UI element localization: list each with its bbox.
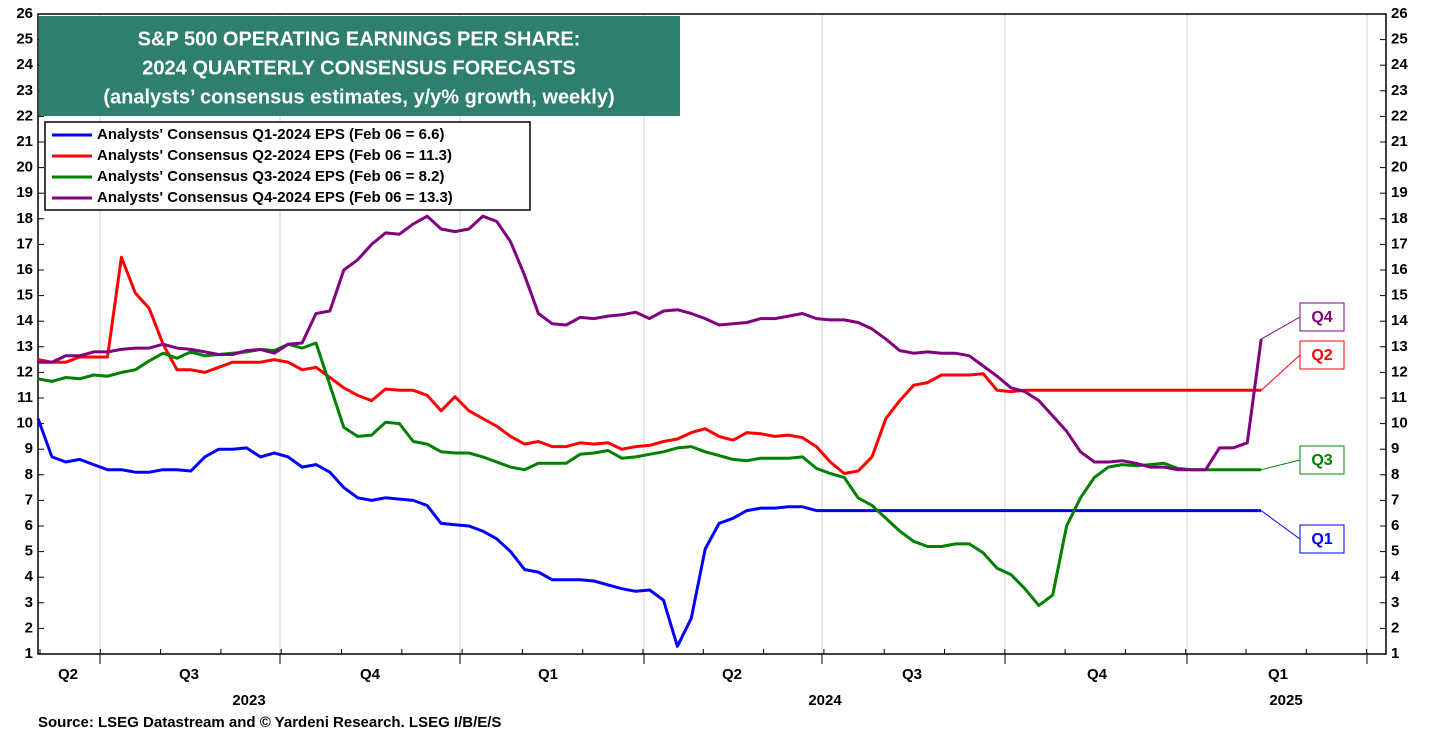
end-label-box xyxy=(1299,302,1345,332)
y2-tick-label: 16 xyxy=(1391,261,1408,278)
y-tick-label: 20 xyxy=(16,159,33,176)
y2-tick-label: 24 xyxy=(1391,56,1408,73)
y-tick-label: 4 xyxy=(25,568,34,585)
y-tick-label: 2 xyxy=(25,619,33,636)
y2-tick-label: 9 xyxy=(1391,440,1399,457)
y-tick-label: 7 xyxy=(25,491,33,508)
y2-tick-label: 1 xyxy=(1391,645,1399,662)
chart-title: 2024 QUARTERLY CONSENSUS FORECASTS xyxy=(142,57,575,79)
end-label-connector xyxy=(1260,510,1301,540)
end-label: Q4 xyxy=(1311,309,1332,326)
y2-tick-label: 11 xyxy=(1391,389,1407,406)
y2-tick-label: 3 xyxy=(1391,594,1399,611)
y-tick-label: 16 xyxy=(16,261,33,278)
y2-tick-label: 17 xyxy=(1391,235,1408,252)
year-label: 2025 xyxy=(1269,692,1302,709)
y2-tick-label: 13 xyxy=(1391,338,1408,355)
chart-title: S&P 500 OPERATING EARNINGS PER SHARE: xyxy=(138,28,581,50)
y-tick-label: 25 xyxy=(16,31,33,48)
end-label-box xyxy=(1299,524,1345,554)
x-tick-label: Q1 xyxy=(1268,666,1288,683)
y-tick-label: 26 xyxy=(16,5,33,22)
y-tick-label: 21 xyxy=(16,133,33,150)
y2-tick-label: 8 xyxy=(1391,466,1399,483)
y-tick-label: 24 xyxy=(16,56,33,73)
legend-label: Analysts' Consensus Q3-2024 EPS (Feb 06 … xyxy=(97,168,444,185)
y2-tick-label: 14 xyxy=(1391,312,1408,329)
y2-tick-label: 20 xyxy=(1391,159,1408,176)
legend-box xyxy=(44,121,531,211)
end-label-connector xyxy=(1261,459,1301,471)
y2-tick-label: 15 xyxy=(1391,287,1408,304)
y2-tick-label: 22 xyxy=(1391,107,1408,124)
x-tick-label: Q1 xyxy=(538,666,558,683)
y2-tick-label: 26 xyxy=(1391,5,1408,22)
end-label-connector xyxy=(1260,354,1301,391)
y-tick-label: 11 xyxy=(17,389,33,406)
y-tick-label: 3 xyxy=(25,594,33,611)
y2-tick-label: 12 xyxy=(1391,363,1408,380)
y-tick-label: 5 xyxy=(25,543,33,560)
end-label: Q2 xyxy=(1311,347,1332,364)
x-tick-label: Q2 xyxy=(58,666,78,683)
year-label: 2023 xyxy=(232,692,265,709)
plot-frame xyxy=(37,13,1387,655)
end-label: Q1 xyxy=(1311,531,1332,548)
end-label: Q3 xyxy=(1311,452,1332,469)
y-tick-label: 8 xyxy=(25,466,33,483)
y2-tick-label: 6 xyxy=(1391,517,1399,534)
series-line xyxy=(37,255,1262,475)
legend-label: Analysts' Consensus Q4-2024 EPS (Feb 06 … xyxy=(97,189,453,206)
y-tick-label: 1 xyxy=(25,645,33,662)
y-tick-label: 14 xyxy=(16,312,33,329)
y2-tick-label: 5 xyxy=(1391,543,1399,560)
y-tick-label: 18 xyxy=(16,210,33,227)
year-label: 2024 xyxy=(808,692,842,709)
series-line xyxy=(36,417,1262,648)
y2-tick-label: 4 xyxy=(1391,568,1400,585)
y-tick-label: 15 xyxy=(16,287,33,304)
y-tick-label: 19 xyxy=(16,184,33,201)
source-note: Source: LSEG Datastream and © Yardeni Re… xyxy=(38,714,501,731)
legend-label: Analysts' Consensus Q1-2024 EPS (Feb 06 … xyxy=(97,126,444,143)
y2-tick-label: 25 xyxy=(1391,31,1408,48)
x-tick-label: Q3 xyxy=(902,666,922,683)
y-tick-label: 12 xyxy=(16,363,33,380)
y2-tick-label: 7 xyxy=(1391,491,1399,508)
title-box xyxy=(39,16,680,116)
y2-tick-label: 21 xyxy=(1391,133,1408,150)
chart-title: (analysts’ consensus estimates, y/y% gro… xyxy=(103,86,614,108)
y-tick-label: 17 xyxy=(16,235,33,252)
end-label-box xyxy=(1299,445,1345,475)
x-tick-label: Q2 xyxy=(722,666,742,683)
y2-tick-label: 2 xyxy=(1391,619,1399,636)
y-tick-label: 22 xyxy=(16,107,33,124)
y-tick-label: 9 xyxy=(25,440,33,457)
legend-label: Analysts' Consensus Q2-2024 EPS (Feb 06 … xyxy=(97,147,452,164)
y2-tick-label: 18 xyxy=(1391,210,1408,227)
y2-tick-label: 10 xyxy=(1391,415,1408,432)
y-tick-label: 10 xyxy=(16,415,33,432)
end-label-connector xyxy=(1260,316,1301,340)
end-label-box xyxy=(1299,340,1345,370)
x-tick-label: Q3 xyxy=(179,666,199,683)
y-tick-label: 23 xyxy=(16,82,33,99)
y-tick-label: 13 xyxy=(16,338,33,355)
y2-tick-label: 23 xyxy=(1391,82,1408,99)
y2-tick-label: 19 xyxy=(1391,184,1408,201)
series-line xyxy=(38,214,1263,472)
x-tick-label: Q4 xyxy=(360,666,381,683)
y-tick-label: 6 xyxy=(25,517,33,534)
x-tick-label: Q4 xyxy=(1087,666,1108,683)
